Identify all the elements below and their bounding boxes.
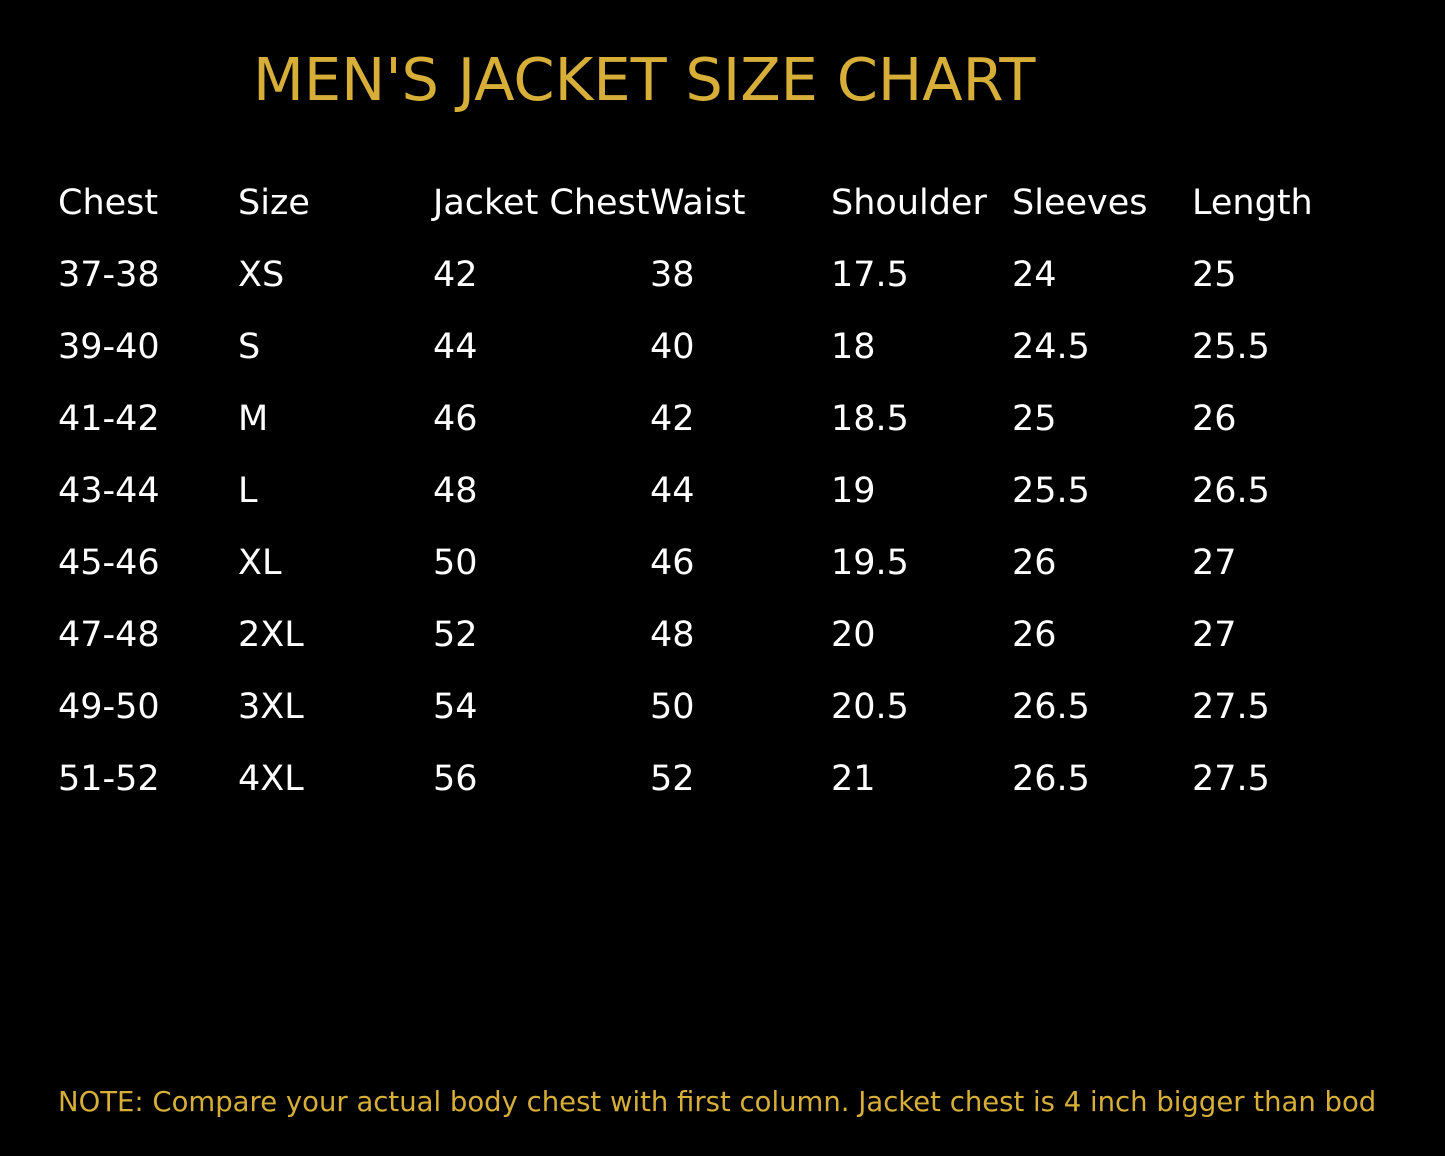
table-cell: 17.5 xyxy=(831,255,909,295)
table-cell: 50 xyxy=(650,687,695,727)
table-cell: 25.5 xyxy=(1192,327,1270,367)
table-cell: 25 xyxy=(1012,399,1057,439)
table-cell: 43-44 xyxy=(58,471,160,511)
table-cell: 26.5 xyxy=(1012,759,1090,799)
table-cell: 25 xyxy=(1192,255,1237,295)
table-cell: 18.5 xyxy=(831,399,909,439)
table-row: 43-44 L 48 44 19 25.5 26.5 xyxy=(0,455,1445,527)
table-cell: 46 xyxy=(433,399,478,439)
table-cell: 51-52 xyxy=(58,759,160,799)
column-header: Waist xyxy=(650,183,746,223)
column-header: Jacket Chest xyxy=(433,183,650,223)
table-cell: M xyxy=(238,399,269,439)
table-row: 49-50 3XL 54 50 20.5 26.5 27.5 xyxy=(0,671,1445,743)
table-cell: L xyxy=(238,471,258,511)
column-header: Chest xyxy=(58,183,159,223)
table-cell: 48 xyxy=(433,471,478,511)
table-cell: 21 xyxy=(831,759,876,799)
column-header: Size xyxy=(238,183,310,223)
table-row: 41-42 M 46 42 18.5 25 26 xyxy=(0,383,1445,455)
table-cell: 41-42 xyxy=(58,399,160,439)
table-cell: 4XL xyxy=(238,759,304,799)
table-row: 37-38 XS 42 38 17.5 24 25 xyxy=(0,239,1445,311)
table-cell: 38 xyxy=(650,255,695,295)
table-row: 51-52 4XL 56 52 21 26.5 27.5 xyxy=(0,743,1445,815)
table-cell: 52 xyxy=(650,759,695,799)
table-cell: 42 xyxy=(650,399,695,439)
table-row: 47-48 2XL 52 48 20 26 27 xyxy=(0,599,1445,671)
table-cell: 45-46 xyxy=(58,543,160,583)
table-header-row: Chest Size Jacket Chest Waist Shoulder Sleeve… xyxy=(0,167,1445,239)
column-header: Sleeves xyxy=(1012,183,1148,223)
column-header: Length xyxy=(1192,183,1313,223)
table-cell: 26 xyxy=(1012,543,1057,583)
table-cell: 56 xyxy=(433,759,478,799)
table-cell: 2XL xyxy=(238,615,304,655)
table-cell: 47-48 xyxy=(58,615,160,655)
table-cell: 27 xyxy=(1192,615,1237,655)
table-cell: 40 xyxy=(650,327,695,367)
table-cell: 26 xyxy=(1192,399,1237,439)
table-cell: 26.5 xyxy=(1192,471,1270,511)
table-cell: 25.5 xyxy=(1012,471,1090,511)
table-cell: S xyxy=(238,327,261,367)
table-cell: 42 xyxy=(433,255,478,295)
table-cell: 26.5 xyxy=(1012,687,1090,727)
table-cell: 27 xyxy=(1192,543,1237,583)
table-row: 39-40 S 44 40 18 24.5 25.5 xyxy=(0,311,1445,383)
table-cell: 20.5 xyxy=(831,687,909,727)
table-cell: 26 xyxy=(1012,615,1057,655)
table-cell: 20 xyxy=(831,615,876,655)
table-cell: 48 xyxy=(650,615,695,655)
table-cell: 49-50 xyxy=(58,687,160,727)
size-note: NOTE: Compare your actual body chest wit… xyxy=(58,1086,1377,1118)
table-cell: 27.5 xyxy=(1192,759,1270,799)
table-row: 45-46 XL 50 46 19.5 26 27 xyxy=(0,527,1445,599)
table-cell: 37-38 xyxy=(58,255,160,295)
table-cell: 19.5 xyxy=(831,543,909,583)
column-header: Shoulder xyxy=(831,183,987,223)
table-cell: 39-40 xyxy=(58,327,160,367)
table-cell: 27.5 xyxy=(1192,687,1270,727)
table-cell: 24 xyxy=(1012,255,1057,295)
table-cell: 3XL xyxy=(238,687,304,727)
table-cell: XS xyxy=(238,255,285,295)
table-cell: 24.5 xyxy=(1012,327,1090,367)
table-cell: 18 xyxy=(831,327,876,367)
table-cell: XL xyxy=(238,543,282,583)
table-cell: 54 xyxy=(433,687,478,727)
table-cell: 44 xyxy=(650,471,695,511)
table-cell: 52 xyxy=(433,615,478,655)
page-title: MEN'S JACKET SIZE CHART xyxy=(253,45,1036,114)
table-cell: 19 xyxy=(831,471,876,511)
table-cell: 50 xyxy=(433,543,478,583)
table-cell: 46 xyxy=(650,543,695,583)
table-cell: 44 xyxy=(433,327,478,367)
